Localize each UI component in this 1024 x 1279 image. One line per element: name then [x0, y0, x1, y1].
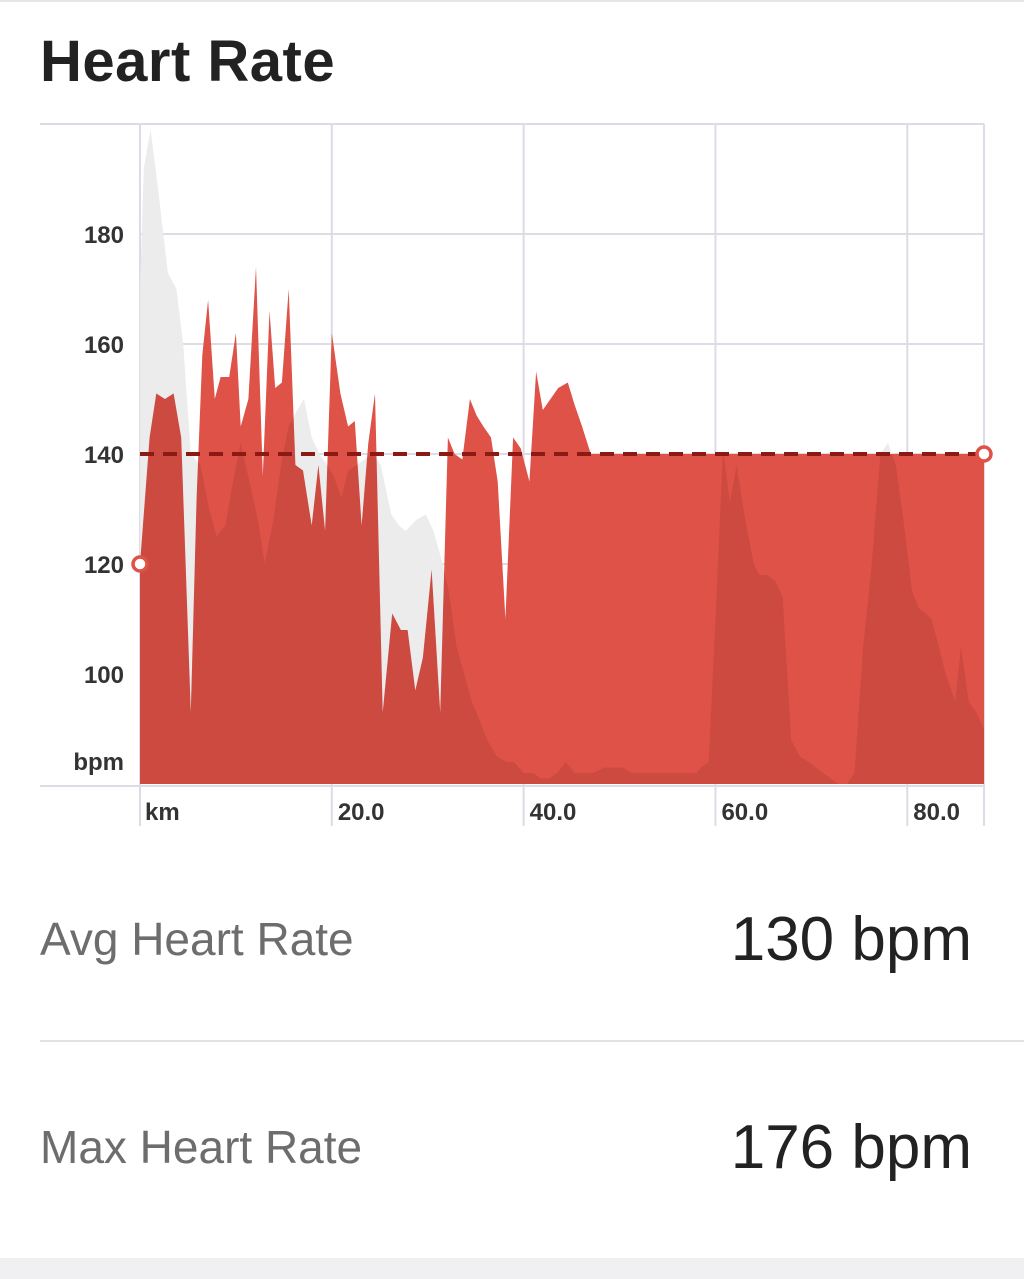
- y-tick-label: 160: [84, 332, 124, 359]
- avg-heart-rate-label: Avg Heart Rate: [40, 913, 354, 965]
- y-tick-label: 120: [84, 552, 124, 579]
- max-heart-rate-value: 176 bpm: [730, 1113, 972, 1182]
- chart-series-layer: [131, 129, 993, 784]
- bottom-band: [0, 1258, 1024, 1279]
- page-title: Heart Rate: [40, 29, 336, 94]
- max-heart-rate-label: Max Heart Rate: [40, 1121, 363, 1173]
- x-tick-label: 20.0: [338, 799, 385, 826]
- y-tick-label: 100: [84, 662, 124, 689]
- elevation-overlay-area: [140, 267, 984, 784]
- heart-rate-area: [140, 267, 984, 784]
- y-tick-label: 180: [84, 222, 124, 249]
- x-tick-label: 60.0: [721, 799, 768, 826]
- avg-heart-rate-value: 130 bpm: [730, 905, 972, 974]
- x-tick-label: 80.0: [913, 799, 960, 826]
- end-marker: [975, 445, 993, 463]
- y-axis-labels: 100 120 140 160 180 bpm: [73, 222, 124, 776]
- x-axis-labels: km 20.0 40.0 60.0 80.0: [145, 799, 960, 826]
- y-tick-label: 140: [84, 442, 124, 469]
- top-border: [0, 0, 1024, 2]
- heart-rate-chart: 100 120 140 160 180 bpm km 20.0 40.0 60.0 80.0: [40, 123, 993, 826]
- divider: [40, 1040, 1024, 1042]
- x-tick-label: 40.0: [530, 799, 577, 826]
- y-axis-unit-label: bpm: [73, 749, 124, 776]
- x-axis-unit-label: km: [145, 799, 180, 826]
- start-marker: [131, 555, 149, 573]
